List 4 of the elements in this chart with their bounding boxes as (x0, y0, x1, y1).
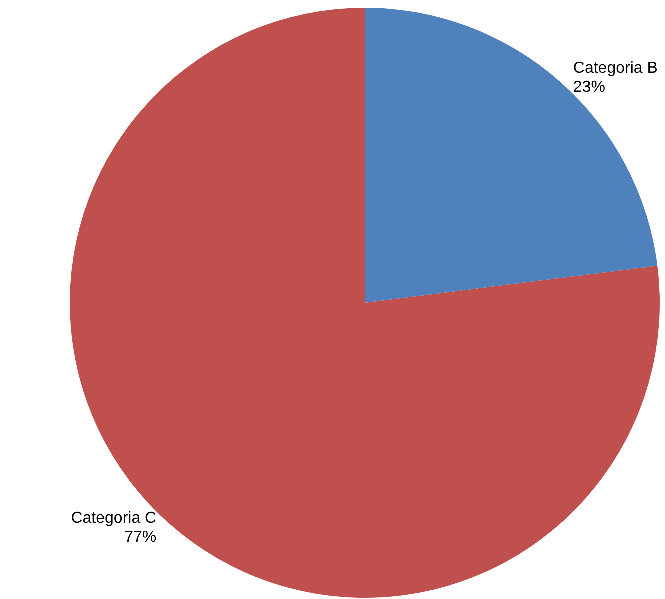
slice-label: Categoria C (71, 510, 157, 528)
slice-label: Categoria B (573, 60, 658, 77)
data-label: 23% (573, 78, 606, 96)
data-label: 77% (124, 529, 157, 546)
